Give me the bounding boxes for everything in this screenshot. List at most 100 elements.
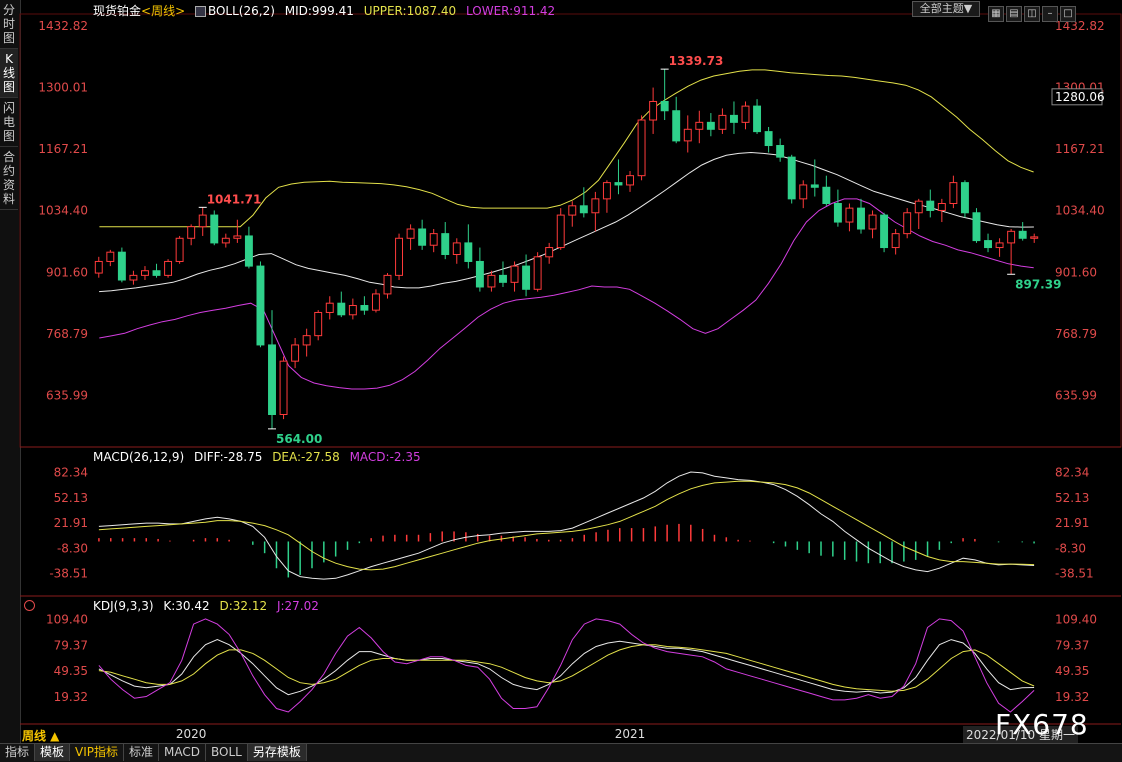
current-price-box xyxy=(1051,88,1103,106)
candle xyxy=(221,237,230,244)
candle xyxy=(672,110,681,142)
candle xyxy=(764,131,773,147)
btn-boll[interactable]: BOLL xyxy=(206,744,248,761)
macd-dea: DEA:-27.58 xyxy=(272,450,340,464)
price-tick-left-5: 768.79 xyxy=(46,327,88,341)
left-sidebar: 分时图 K线图 闪电图 合约资料 xyxy=(0,0,21,743)
price-tick-left-2: 1167.21 xyxy=(38,142,88,156)
price-tick-right-2: 1167.21 xyxy=(1055,142,1105,156)
candle xyxy=(695,121,704,130)
candle xyxy=(348,305,357,316)
candle xyxy=(198,214,207,228)
macd-tick-right-3: -8.30 xyxy=(1055,541,1086,555)
price-panel-header: 现货铂金<周线> BOLL(26,2) MID:999.41 UPPER:108… xyxy=(93,2,561,19)
macd-tick-left-4: -38.51 xyxy=(49,567,88,581)
candle xyxy=(776,145,785,158)
tab-intraday[interactable]: 分时图 xyxy=(0,0,18,49)
btn-templates[interactable]: 模板 xyxy=(35,744,71,761)
boll-mid-line xyxy=(99,151,1034,293)
btn-macd[interactable]: MACD xyxy=(159,744,207,761)
candle xyxy=(302,335,311,346)
price-tick-left-6: 635.99 xyxy=(46,388,88,402)
candle xyxy=(337,302,346,316)
candle xyxy=(903,212,912,235)
candle xyxy=(753,105,762,133)
candle xyxy=(810,184,819,188)
candle xyxy=(626,175,634,186)
candle xyxy=(926,200,935,211)
candle xyxy=(210,214,219,244)
x-label-0: 2020 xyxy=(176,727,207,741)
candle xyxy=(857,207,865,230)
current-price-label: 1280.06 xyxy=(1055,90,1105,104)
candle xyxy=(164,260,173,276)
price-tick-right-4: 901.60 xyxy=(1055,265,1097,279)
extreme-label-2: 564.00 xyxy=(276,432,322,446)
layout-icon[interactable]: ▦ xyxy=(988,6,1004,22)
candle xyxy=(256,265,265,346)
candle xyxy=(487,274,496,288)
macd-diff-line xyxy=(98,471,1035,580)
boll-mid: MID:999.41 xyxy=(284,4,354,18)
boll-lower: LOWER:911.42 xyxy=(466,4,556,18)
extreme-label-0: 1339.73 xyxy=(669,54,724,68)
btn-vip-indicators[interactable]: VIP指标 xyxy=(70,744,125,761)
price-tick-left-4: 901.60 xyxy=(46,265,88,279)
kdj-k: K:30.42 xyxy=(163,599,210,613)
macd-tick-right-1: 52.13 xyxy=(1055,491,1089,505)
btn-indicators[interactable]: 指标 xyxy=(0,744,36,761)
candle xyxy=(187,226,196,239)
candle xyxy=(371,293,380,311)
kdj-d-line xyxy=(98,644,1035,692)
candle xyxy=(1030,236,1039,239)
kdj-settings-icon[interactable] xyxy=(24,600,35,611)
minimize-icon[interactable]: – xyxy=(1042,6,1058,22)
btn-standard[interactable]: 标准 xyxy=(124,744,160,761)
tab-kline[interactable]: K线图 xyxy=(0,49,18,98)
candle xyxy=(452,242,461,256)
grid-icon[interactable]: ▤ xyxy=(1006,6,1022,22)
macd-value: MACD:-2.35 xyxy=(349,450,421,464)
btn-save-template[interactable]: 另存模板 xyxy=(247,744,307,761)
theme-select-button[interactable]: 全部主题▼ xyxy=(912,1,980,17)
price-panel-frame xyxy=(19,13,1122,448)
candle xyxy=(683,128,692,142)
candle xyxy=(94,260,103,274)
macd-tick-left-2: 21.91 xyxy=(54,516,88,530)
price-tick-left-0: 1432.82 xyxy=(38,19,88,33)
candle xyxy=(395,237,404,276)
kdj-panel-header: KDJ(9,3,3) K:30.42 D:32.12 J:27.02 xyxy=(93,599,325,613)
candle xyxy=(972,212,981,242)
candle xyxy=(960,182,969,214)
maximize-icon[interactable]: □ xyxy=(1060,6,1076,22)
candle xyxy=(1007,230,1016,244)
boll-upper-line-scaled xyxy=(99,69,1034,228)
window-buttons: ▦ ▤ ◫ – □ xyxy=(988,1,1078,22)
candle xyxy=(279,360,288,415)
boll-icon[interactable] xyxy=(194,6,206,17)
boll-upper: UPPER:1087.40 xyxy=(363,4,457,18)
split-icon[interactable]: ◫ xyxy=(1024,6,1040,22)
kdj-tick-left-2: 49.35 xyxy=(54,664,88,678)
candle xyxy=(845,207,854,223)
candle xyxy=(406,228,415,239)
candle xyxy=(880,214,889,249)
candle xyxy=(441,233,450,256)
kdj-tick-right-0: 109.40 xyxy=(1055,612,1097,626)
macd-label: MACD(26,12,9) xyxy=(93,450,185,464)
candle xyxy=(325,302,334,313)
candle xyxy=(152,270,161,276)
candle xyxy=(949,182,958,204)
candle xyxy=(117,251,126,281)
instrument-title: 现货铂金 xyxy=(93,4,142,18)
period-switch[interactable]: 周线 ▲ xyxy=(22,729,60,743)
candle xyxy=(175,237,184,262)
candle xyxy=(833,202,842,223)
tab-flash[interactable]: 闪电图 xyxy=(0,98,18,147)
candle xyxy=(291,344,300,362)
candle xyxy=(787,156,796,200)
tab-contract-info[interactable]: 合约资料 xyxy=(0,147,18,210)
candle xyxy=(591,198,600,214)
macd-tick-left-0: 82.34 xyxy=(54,466,88,480)
